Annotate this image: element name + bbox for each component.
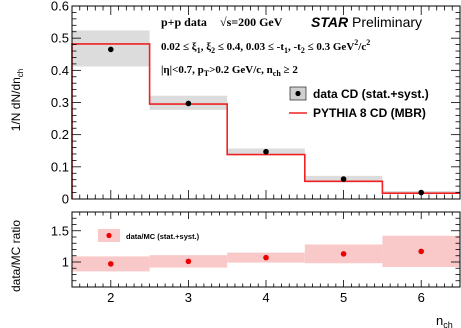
ratio-y-tick-label: 1 <box>62 255 69 270</box>
ratio-band-layer <box>72 235 460 272</box>
ratio-y-axis: 11.5 <box>51 217 460 282</box>
main-y-axis: 0 0.1 0.2 0.3 0.4 0.5 0.6 <box>51 0 460 207</box>
legend-mc-label: PYTHIA 8 CD (MBR) <box>313 106 426 120</box>
x-tick-label: 4 <box>262 290 269 305</box>
x-tick-label: 2 <box>107 290 114 305</box>
annotation-kinematic-cuts: 0.02 ≤ ξ1, ξ2 ≤ 0.4, 0.03 ≤ -t1, -t2 ≤ 0… <box>161 38 370 55</box>
ratio-y-axis-label: data/MC ratio <box>9 220 23 292</box>
legend-data-marker <box>295 90 301 97</box>
ratio-point-6 <box>418 248 425 255</box>
ratio-point-4 <box>263 254 269 261</box>
main-y-tick-label: 0 <box>62 192 69 207</box>
main-y-tick-label: 0.5 <box>51 31 69 46</box>
ratio-legend: data/MC (stat.+syst.) <box>98 229 200 242</box>
data-point-2 <box>108 46 114 53</box>
main-y-tick-label: 0.3 <box>51 95 69 110</box>
annotation-star: STAR <box>311 14 349 30</box>
main-x-axis <box>79 6 453 199</box>
data-point-5 <box>340 176 347 182</box>
ratio-point-2 <box>108 261 114 267</box>
x-tick-label: 5 <box>340 290 347 305</box>
annotation-data-label: p+p data <box>161 15 207 29</box>
ratio-point-layer <box>108 248 425 267</box>
main-y-tick-label: 0.2 <box>51 127 69 142</box>
legend-data-label: data CD (stat.+syst.) <box>313 87 429 101</box>
legend: data CD (stat.+syst.) PYTHIA 8 CD (MBR) <box>289 86 429 120</box>
ratio-legend-marker <box>106 232 112 239</box>
ratio-point-3 <box>185 258 192 265</box>
annotation-energy: √s=200 GeV <box>220 15 283 29</box>
main-y-axis-label: 1/N dN/dnch <box>9 69 25 131</box>
main-y-tick-label: 0.4 <box>51 63 69 78</box>
annotation-track-cuts: |η|<0.7, pT>0.2 GeV/c, nch ≥ 2 <box>161 64 298 78</box>
main-y-tick-label: 0.1 <box>51 159 69 174</box>
x-tick-label: 6 <box>418 290 425 305</box>
data-point-3 <box>185 100 192 107</box>
x-axis-label: nch <box>436 313 453 328</box>
ratio-x-axis: 2 3 4 5 6 <box>79 212 453 305</box>
main-panel: 00.10.20.30.40.50.6 p+p data √s=200 GeV … <box>9 0 461 207</box>
ratio-legend-label: data/MC (stat.+syst.) <box>126 232 200 241</box>
ratio-point-5 <box>340 251 347 257</box>
annotation-preliminary: Preliminary <box>352 14 422 30</box>
data-point-4 <box>263 148 269 155</box>
main-y-tick-label: 0.6 <box>51 0 69 14</box>
x-tick-label: 3 <box>185 290 192 305</box>
ratio-y-tick-label: 1.5 <box>51 223 69 238</box>
pythia-mc-step-line <box>71 43 460 199</box>
